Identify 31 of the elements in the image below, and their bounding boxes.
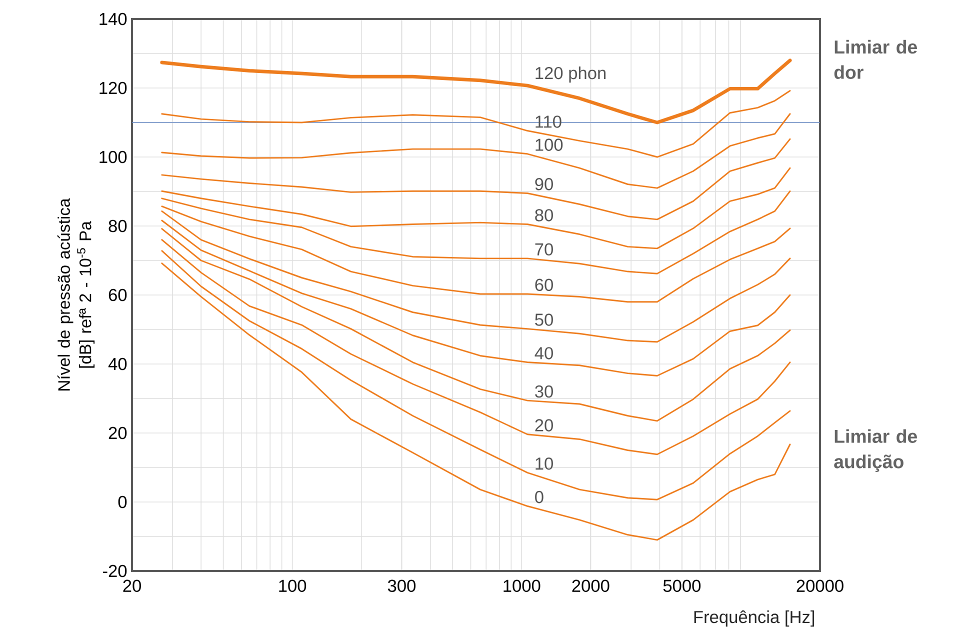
x-tick-label: 2000 bbox=[572, 580, 610, 592]
y-tick-label: 0 bbox=[118, 496, 127, 508]
series-label: 0 bbox=[535, 490, 544, 504]
x-axis-title: Frequência [Hz] bbox=[694, 610, 814, 627]
x-tick-label: 100 bbox=[279, 580, 306, 592]
y-tick-label: 120 bbox=[100, 82, 127, 94]
series-label: 10 bbox=[536, 457, 553, 470]
x-tick-label: 20000 bbox=[796, 580, 844, 592]
series-label: 50 bbox=[535, 314, 553, 326]
y-tick-label: 60 bbox=[108, 288, 127, 302]
text: Limiar de audição bbox=[834, 429, 917, 472]
y-tick-label: 100 bbox=[100, 150, 127, 164]
series-label: 30 bbox=[535, 385, 553, 398]
series-label: 90 bbox=[535, 178, 553, 190]
y-tick-label: 140 bbox=[100, 12, 127, 26]
series-label: 100 bbox=[536, 138, 563, 151]
series-label: 80 bbox=[535, 209, 553, 222]
series-label: 120 phon bbox=[536, 66, 606, 83]
y-tick-label: 40 bbox=[108, 358, 127, 370]
text: Limiar de dor bbox=[834, 40, 917, 79]
y-tick-label: -20 bbox=[103, 564, 127, 578]
x-tick-label: 5000 bbox=[663, 580, 701, 592]
x-tick-label: 300 bbox=[388, 580, 416, 592]
y-tick-label: 20 bbox=[108, 426, 127, 440]
series-label: 40 bbox=[534, 347, 553, 360]
series-label: 70 bbox=[535, 243, 553, 256]
y-tick-label: 80 bbox=[108, 220, 127, 232]
x-tick-label: 1000 bbox=[504, 580, 540, 592]
series-label: 60 bbox=[535, 278, 553, 292]
series-label: 20 bbox=[535, 419, 553, 432]
x-tick-label: 20 bbox=[123, 580, 141, 592]
